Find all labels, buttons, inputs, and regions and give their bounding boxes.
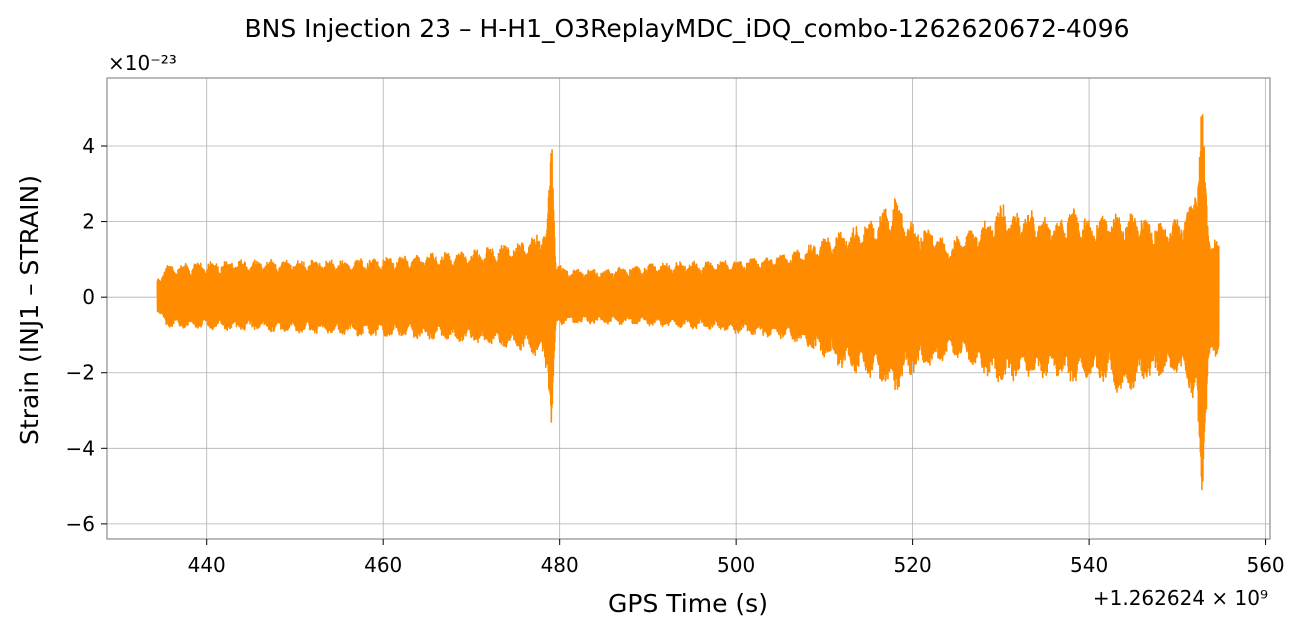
x-axis-ticks: 440 460 480 500 520 540 560	[188, 539, 1285, 577]
y-tick-label: −6	[66, 512, 95, 536]
chart-title: BNS Injection 23 – H-H1_O3ReplayMDC_iDQ_…	[244, 14, 1129, 43]
strain-series-line	[156, 113, 1220, 491]
y-tick-label: 4	[82, 134, 95, 158]
x-offset-label: +1.262624 × 10⁹	[1093, 586, 1268, 610]
x-tick-label: 500	[717, 553, 755, 577]
x-tick-label: 560	[1246, 553, 1284, 577]
y-axis-ticks: −6 −4 −2 0 2 4	[66, 134, 107, 536]
x-tick-label: 540	[1070, 553, 1108, 577]
y-tick-label: 2	[82, 210, 95, 234]
x-tick-label: 440	[188, 553, 226, 577]
y-axis-label: Strain (INJ1 – STRAIN)	[15, 175, 44, 445]
x-tick-label: 460	[364, 553, 402, 577]
x-tick-label: 520	[894, 553, 932, 577]
series-layer	[156, 113, 1220, 491]
y-tick-label: −2	[66, 361, 95, 385]
plot-frame	[106, 77, 1271, 540]
x-axis-label: GPS Time (s)	[608, 589, 768, 618]
y-scale-label: ×10⁻²³	[108, 51, 177, 75]
y-tick-label: −4	[66, 436, 95, 460]
x-tick-label: 480	[541, 553, 579, 577]
y-tick-label: 0	[82, 285, 95, 309]
